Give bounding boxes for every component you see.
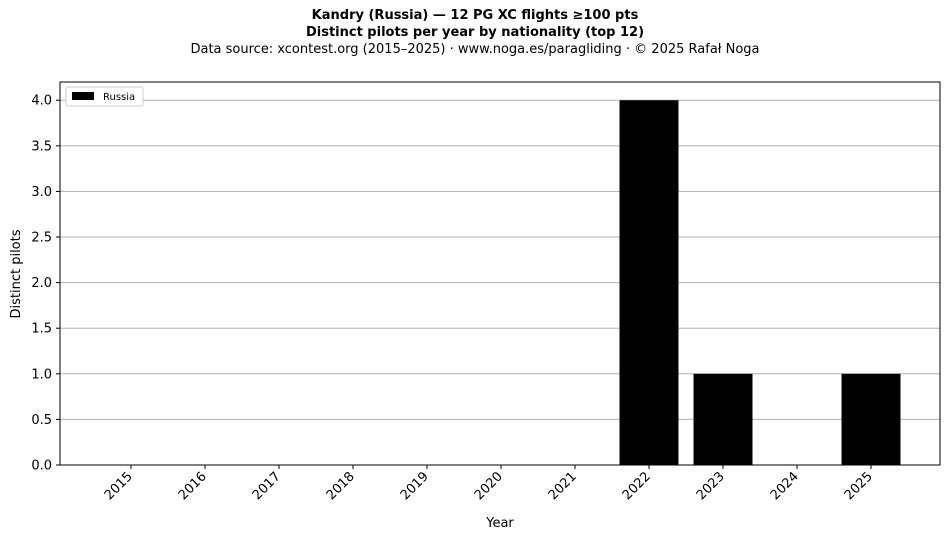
x-tick-label: 2023 xyxy=(694,469,728,503)
bar-2025 xyxy=(841,373,901,465)
chart-title-block: Kandry (Russia) — 12 PG XC flights ≥100 … xyxy=(0,7,950,58)
x-tick-label: 2024 xyxy=(768,469,802,503)
legend-label-russia: Russia xyxy=(103,92,135,103)
chart-subtitle: Data source: xcontest.org (2015–2025) · … xyxy=(190,42,760,57)
y-gridlines xyxy=(60,99,940,420)
legend: Russia xyxy=(65,86,144,107)
y-tick-label: 2.0 xyxy=(31,276,52,291)
legend-frame xyxy=(65,86,144,107)
x-tick-label: 2019 xyxy=(398,469,432,503)
bar-2022 xyxy=(619,100,679,465)
y-tick-label: 1.5 xyxy=(31,322,52,337)
y-tick-label: 1.0 xyxy=(31,367,52,382)
chart-title: Kandry (Russia) — 12 PG XC flights ≥100 … xyxy=(311,8,639,23)
x-axis-label: Year xyxy=(485,516,514,531)
x-tick-label: 2020 xyxy=(472,469,506,503)
bars-group xyxy=(619,100,901,465)
x-tick-label: 2015 xyxy=(102,469,136,503)
y-tick-label: 4.0 xyxy=(31,94,52,109)
bar-2023 xyxy=(693,373,753,465)
y-axis-ticks: 0.0 0.5 1.0 1.5 2.0 2.5 3.0 3.5 4.0 xyxy=(31,94,60,474)
x-tick-label: 2017 xyxy=(250,469,284,503)
y-tick-label: 0.0 xyxy=(31,459,52,474)
x-tick-label: 2025 xyxy=(842,469,876,503)
y-tick-label: 2.5 xyxy=(31,231,52,246)
x-tick-label: 2022 xyxy=(620,469,654,503)
x-tick-label: 2016 xyxy=(176,469,210,503)
legend-swatch-russia xyxy=(72,92,94,100)
x-tick-label: 2018 xyxy=(324,469,358,503)
x-axis-ticks: 2015 2016 2017 2018 2019 2020 2021 2022 2023 2024… xyxy=(102,465,876,503)
x-tick-label: 2021 xyxy=(546,469,580,503)
y-tick-label: 0.5 xyxy=(31,413,52,428)
y-axis-label: Distinct pilots xyxy=(9,229,24,318)
plot-frame xyxy=(59,81,941,466)
y-tick-label: 3.0 xyxy=(31,185,52,200)
y-tick-label: 3.5 xyxy=(31,139,52,154)
chart-title-secondary: Distinct pilots per year by nationality … xyxy=(305,25,645,40)
